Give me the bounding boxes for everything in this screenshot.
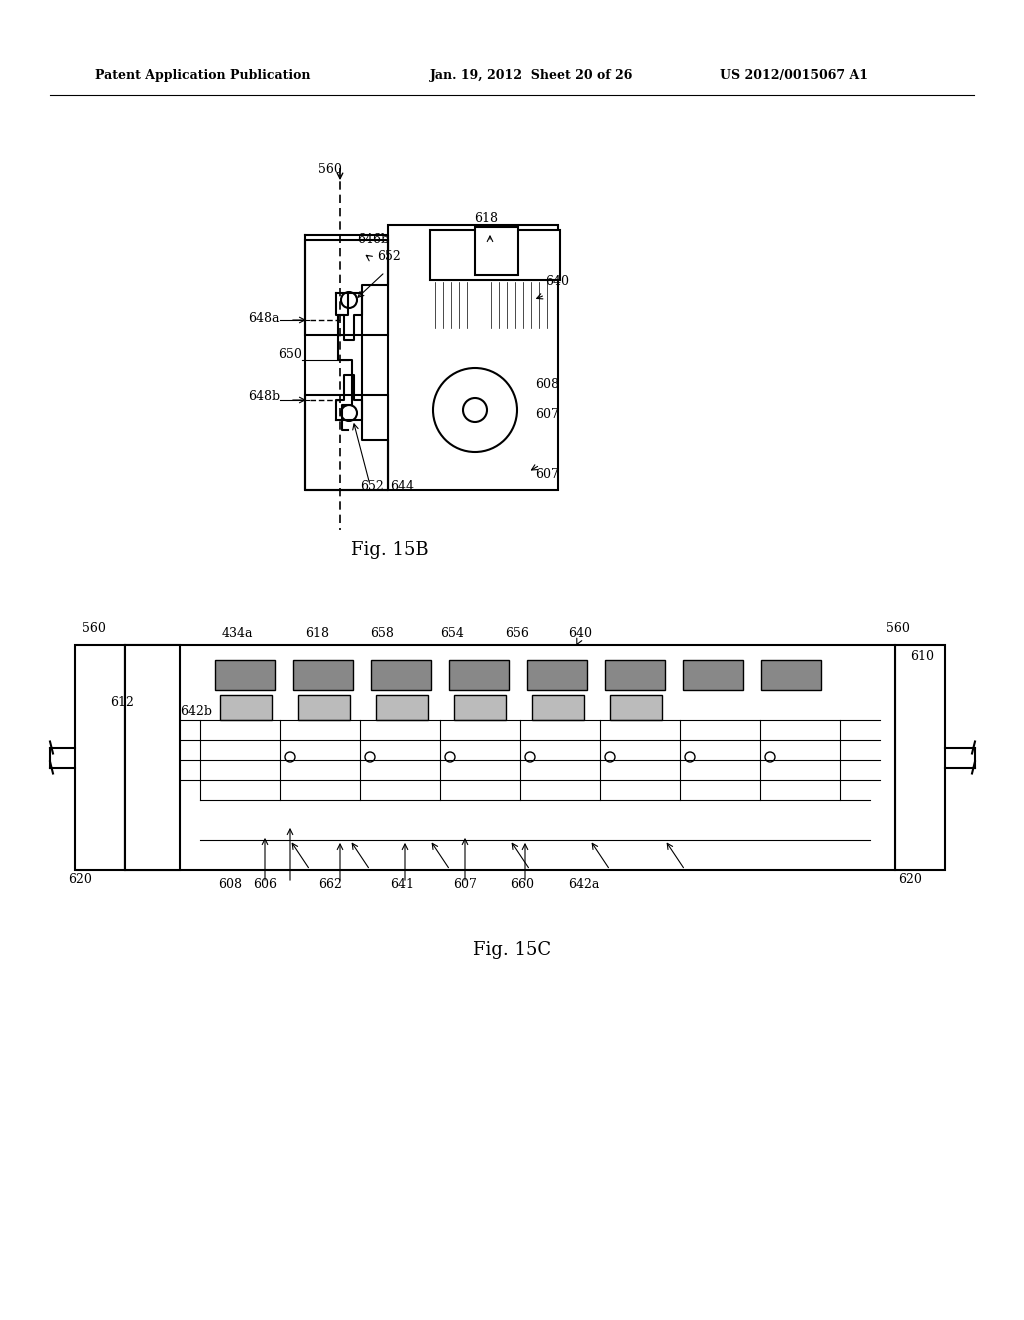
Text: 640: 640 bbox=[545, 275, 569, 288]
Bar bbox=[305, 240, 388, 335]
Bar bbox=[376, 696, 428, 719]
Text: 606: 606 bbox=[253, 878, 278, 891]
Bar bbox=[430, 230, 560, 280]
Text: 652: 652 bbox=[360, 480, 384, 492]
Bar bbox=[305, 395, 388, 490]
Bar bbox=[215, 660, 275, 690]
Text: 648a: 648a bbox=[248, 312, 280, 325]
Bar bbox=[298, 696, 350, 719]
Bar bbox=[454, 696, 506, 719]
Text: 662: 662 bbox=[318, 878, 342, 891]
Bar bbox=[449, 660, 509, 690]
Text: 560: 560 bbox=[82, 622, 105, 635]
Text: 608: 608 bbox=[535, 378, 559, 391]
Text: 658: 658 bbox=[370, 627, 394, 640]
Text: 642b: 642b bbox=[180, 705, 212, 718]
Bar bbox=[220, 696, 272, 719]
Bar bbox=[761, 660, 821, 690]
Text: 620: 620 bbox=[68, 873, 92, 886]
Text: Patent Application Publication: Patent Application Publication bbox=[95, 69, 310, 82]
Text: Jan. 19, 2012  Sheet 20 of 26: Jan. 19, 2012 Sheet 20 of 26 bbox=[430, 69, 634, 82]
Text: 641: 641 bbox=[390, 878, 414, 891]
Text: 650: 650 bbox=[278, 348, 302, 360]
Text: 607: 607 bbox=[453, 878, 477, 891]
Bar bbox=[388, 224, 558, 490]
Text: 560: 560 bbox=[886, 622, 910, 635]
Text: 560: 560 bbox=[318, 162, 342, 176]
Text: 646b: 646b bbox=[357, 234, 389, 246]
Text: 642a: 642a bbox=[568, 878, 599, 891]
Bar bbox=[683, 660, 743, 690]
Text: 648b: 648b bbox=[248, 389, 281, 403]
Text: 607: 607 bbox=[535, 408, 559, 421]
Bar bbox=[293, 660, 353, 690]
Bar bbox=[475, 227, 518, 275]
Text: 607: 607 bbox=[535, 469, 559, 480]
Text: 612: 612 bbox=[110, 696, 134, 709]
Text: 656: 656 bbox=[505, 627, 528, 640]
Text: 644: 644 bbox=[390, 480, 414, 492]
Text: 618: 618 bbox=[474, 213, 498, 224]
Text: 610: 610 bbox=[910, 649, 934, 663]
Text: 640: 640 bbox=[568, 627, 592, 640]
Bar bbox=[610, 696, 662, 719]
Text: Fig. 15C: Fig. 15C bbox=[473, 941, 551, 960]
Text: 618: 618 bbox=[305, 627, 329, 640]
Text: 434a: 434a bbox=[222, 627, 254, 640]
Bar bbox=[532, 696, 584, 719]
Text: 654: 654 bbox=[440, 627, 464, 640]
Bar bbox=[75, 645, 125, 870]
Text: Fig. 15B: Fig. 15B bbox=[351, 541, 429, 558]
Bar bbox=[371, 660, 431, 690]
Text: US 2012/0015067 A1: US 2012/0015067 A1 bbox=[720, 69, 868, 82]
Text: 608: 608 bbox=[218, 878, 242, 891]
Bar bbox=[605, 660, 665, 690]
Text: 660: 660 bbox=[510, 878, 534, 891]
Bar bbox=[125, 645, 895, 870]
Bar bbox=[527, 660, 587, 690]
Text: 652: 652 bbox=[377, 249, 400, 263]
Bar bbox=[895, 645, 945, 870]
Bar bbox=[125, 645, 180, 870]
Text: 620: 620 bbox=[898, 873, 922, 886]
